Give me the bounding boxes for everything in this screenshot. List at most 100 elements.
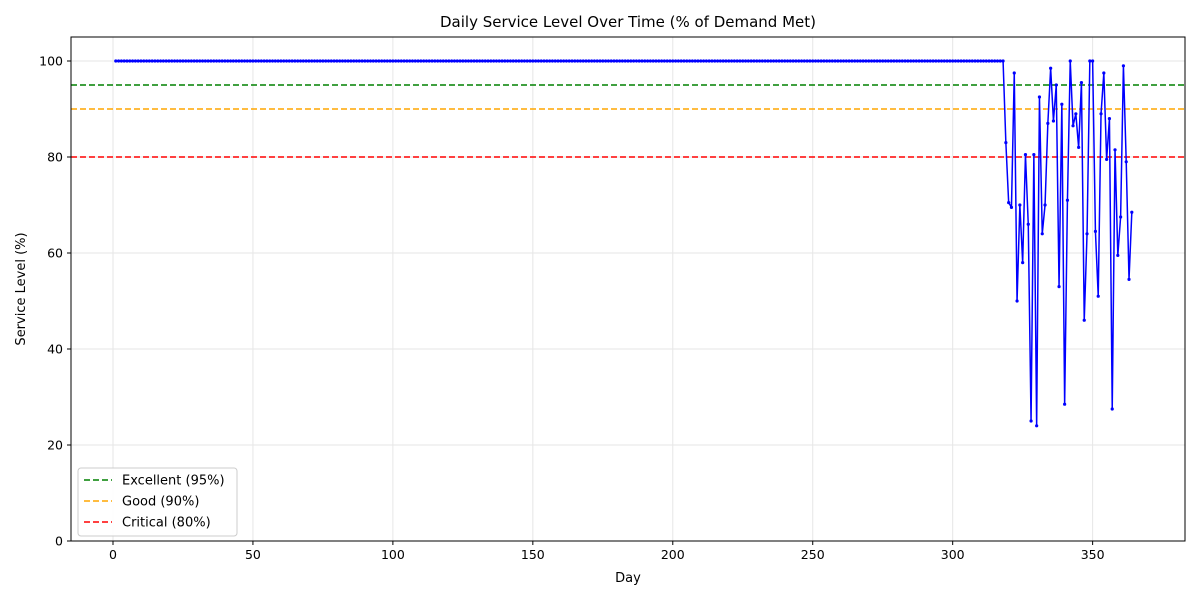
data-point	[119, 59, 123, 63]
data-point	[791, 59, 795, 63]
x-tick-label: 100	[381, 547, 405, 562]
data-point	[550, 59, 555, 63]
data-point	[304, 59, 308, 63]
data-point	[340, 59, 345, 63]
data-point	[816, 59, 820, 63]
data-point	[618, 59, 622, 63]
data-point	[1099, 112, 1103, 116]
data-point	[1121, 64, 1126, 68]
data-point	[469, 59, 473, 63]
data-point	[335, 59, 339, 63]
data-point	[1119, 215, 1123, 219]
data-point	[808, 59, 812, 63]
data-point	[296, 59, 300, 63]
data-point	[1127, 277, 1131, 281]
data-point	[279, 59, 283, 63]
data-point	[693, 59, 697, 63]
y-axis-ticks: 0 20 40 60 80 100	[39, 54, 71, 549]
data-point	[604, 59, 608, 63]
data-point	[394, 59, 398, 63]
data-point	[998, 59, 1002, 63]
data-point	[959, 59, 963, 63]
data-point	[1043, 203, 1047, 207]
data-point	[114, 59, 118, 63]
data-point	[995, 59, 1000, 63]
data-point	[687, 59, 692, 63]
data-point	[553, 59, 557, 63]
series-path	[115, 60, 1133, 427]
data-point	[710, 59, 714, 63]
data-point	[847, 59, 851, 63]
data-point	[923, 59, 927, 63]
data-point	[186, 59, 191, 63]
data-point	[293, 59, 297, 63]
data-point	[413, 59, 417, 63]
data-point	[822, 59, 826, 63]
data-point	[797, 59, 801, 63]
data-point	[953, 59, 958, 63]
data-point	[788, 59, 792, 63]
data-point	[248, 59, 252, 63]
data-point	[122, 59, 126, 63]
data-point	[475, 59, 479, 63]
data-point	[1032, 153, 1036, 157]
data-point	[360, 59, 364, 63]
data-point	[990, 59, 994, 63]
data-point	[858, 59, 862, 63]
data-point	[212, 59, 216, 63]
data-point	[573, 59, 577, 63]
data-point	[447, 59, 451, 63]
data-point	[869, 59, 874, 63]
data-point	[584, 59, 588, 63]
data-point	[713, 59, 717, 63]
data-point	[738, 59, 742, 63]
data-point	[570, 59, 574, 63]
data-point	[766, 59, 770, 63]
data-point	[805, 59, 809, 63]
data-point	[1018, 203, 1022, 207]
data-point	[942, 59, 946, 63]
data-point	[402, 59, 406, 63]
data-point	[853, 59, 857, 63]
data-point	[651, 59, 655, 63]
data-point	[735, 59, 739, 63]
data-point	[486, 59, 490, 63]
y-tick-label: 80	[47, 150, 63, 165]
data-point	[430, 59, 434, 63]
data-point	[1040, 232, 1044, 236]
data-point	[892, 59, 896, 63]
data-point	[606, 59, 611, 63]
data-point	[836, 59, 840, 63]
data-point	[640, 59, 644, 63]
x-tick-label: 0	[109, 547, 117, 562]
data-point	[861, 59, 865, 63]
x-tick-label: 50	[245, 547, 261, 562]
data-point	[125, 59, 129, 63]
data-point	[503, 59, 507, 63]
data-point	[934, 59, 938, 63]
data-point	[346, 59, 350, 63]
data-point	[668, 59, 672, 63]
data-point	[436, 59, 440, 63]
plot-frame	[70, 36, 1186, 542]
data-point	[984, 59, 988, 63]
data-point	[520, 59, 524, 63]
data-point	[265, 59, 269, 63]
data-point	[1077, 145, 1081, 149]
data-point	[522, 59, 527, 63]
data-point	[427, 59, 431, 63]
data-point	[799, 59, 804, 63]
legend-box	[77, 467, 238, 537]
data-point	[897, 59, 902, 63]
data-point	[1009, 205, 1014, 209]
legend-label: Excellent (95%)	[122, 474, 225, 489]
data-point	[242, 59, 247, 63]
data-point	[704, 59, 708, 63]
data-point	[156, 59, 160, 63]
data-point	[830, 59, 834, 63]
data-point	[254, 59, 258, 63]
data-point	[564, 59, 569, 63]
data-point	[301, 59, 305, 63]
data-point	[433, 59, 437, 63]
data-point	[139, 59, 143, 63]
